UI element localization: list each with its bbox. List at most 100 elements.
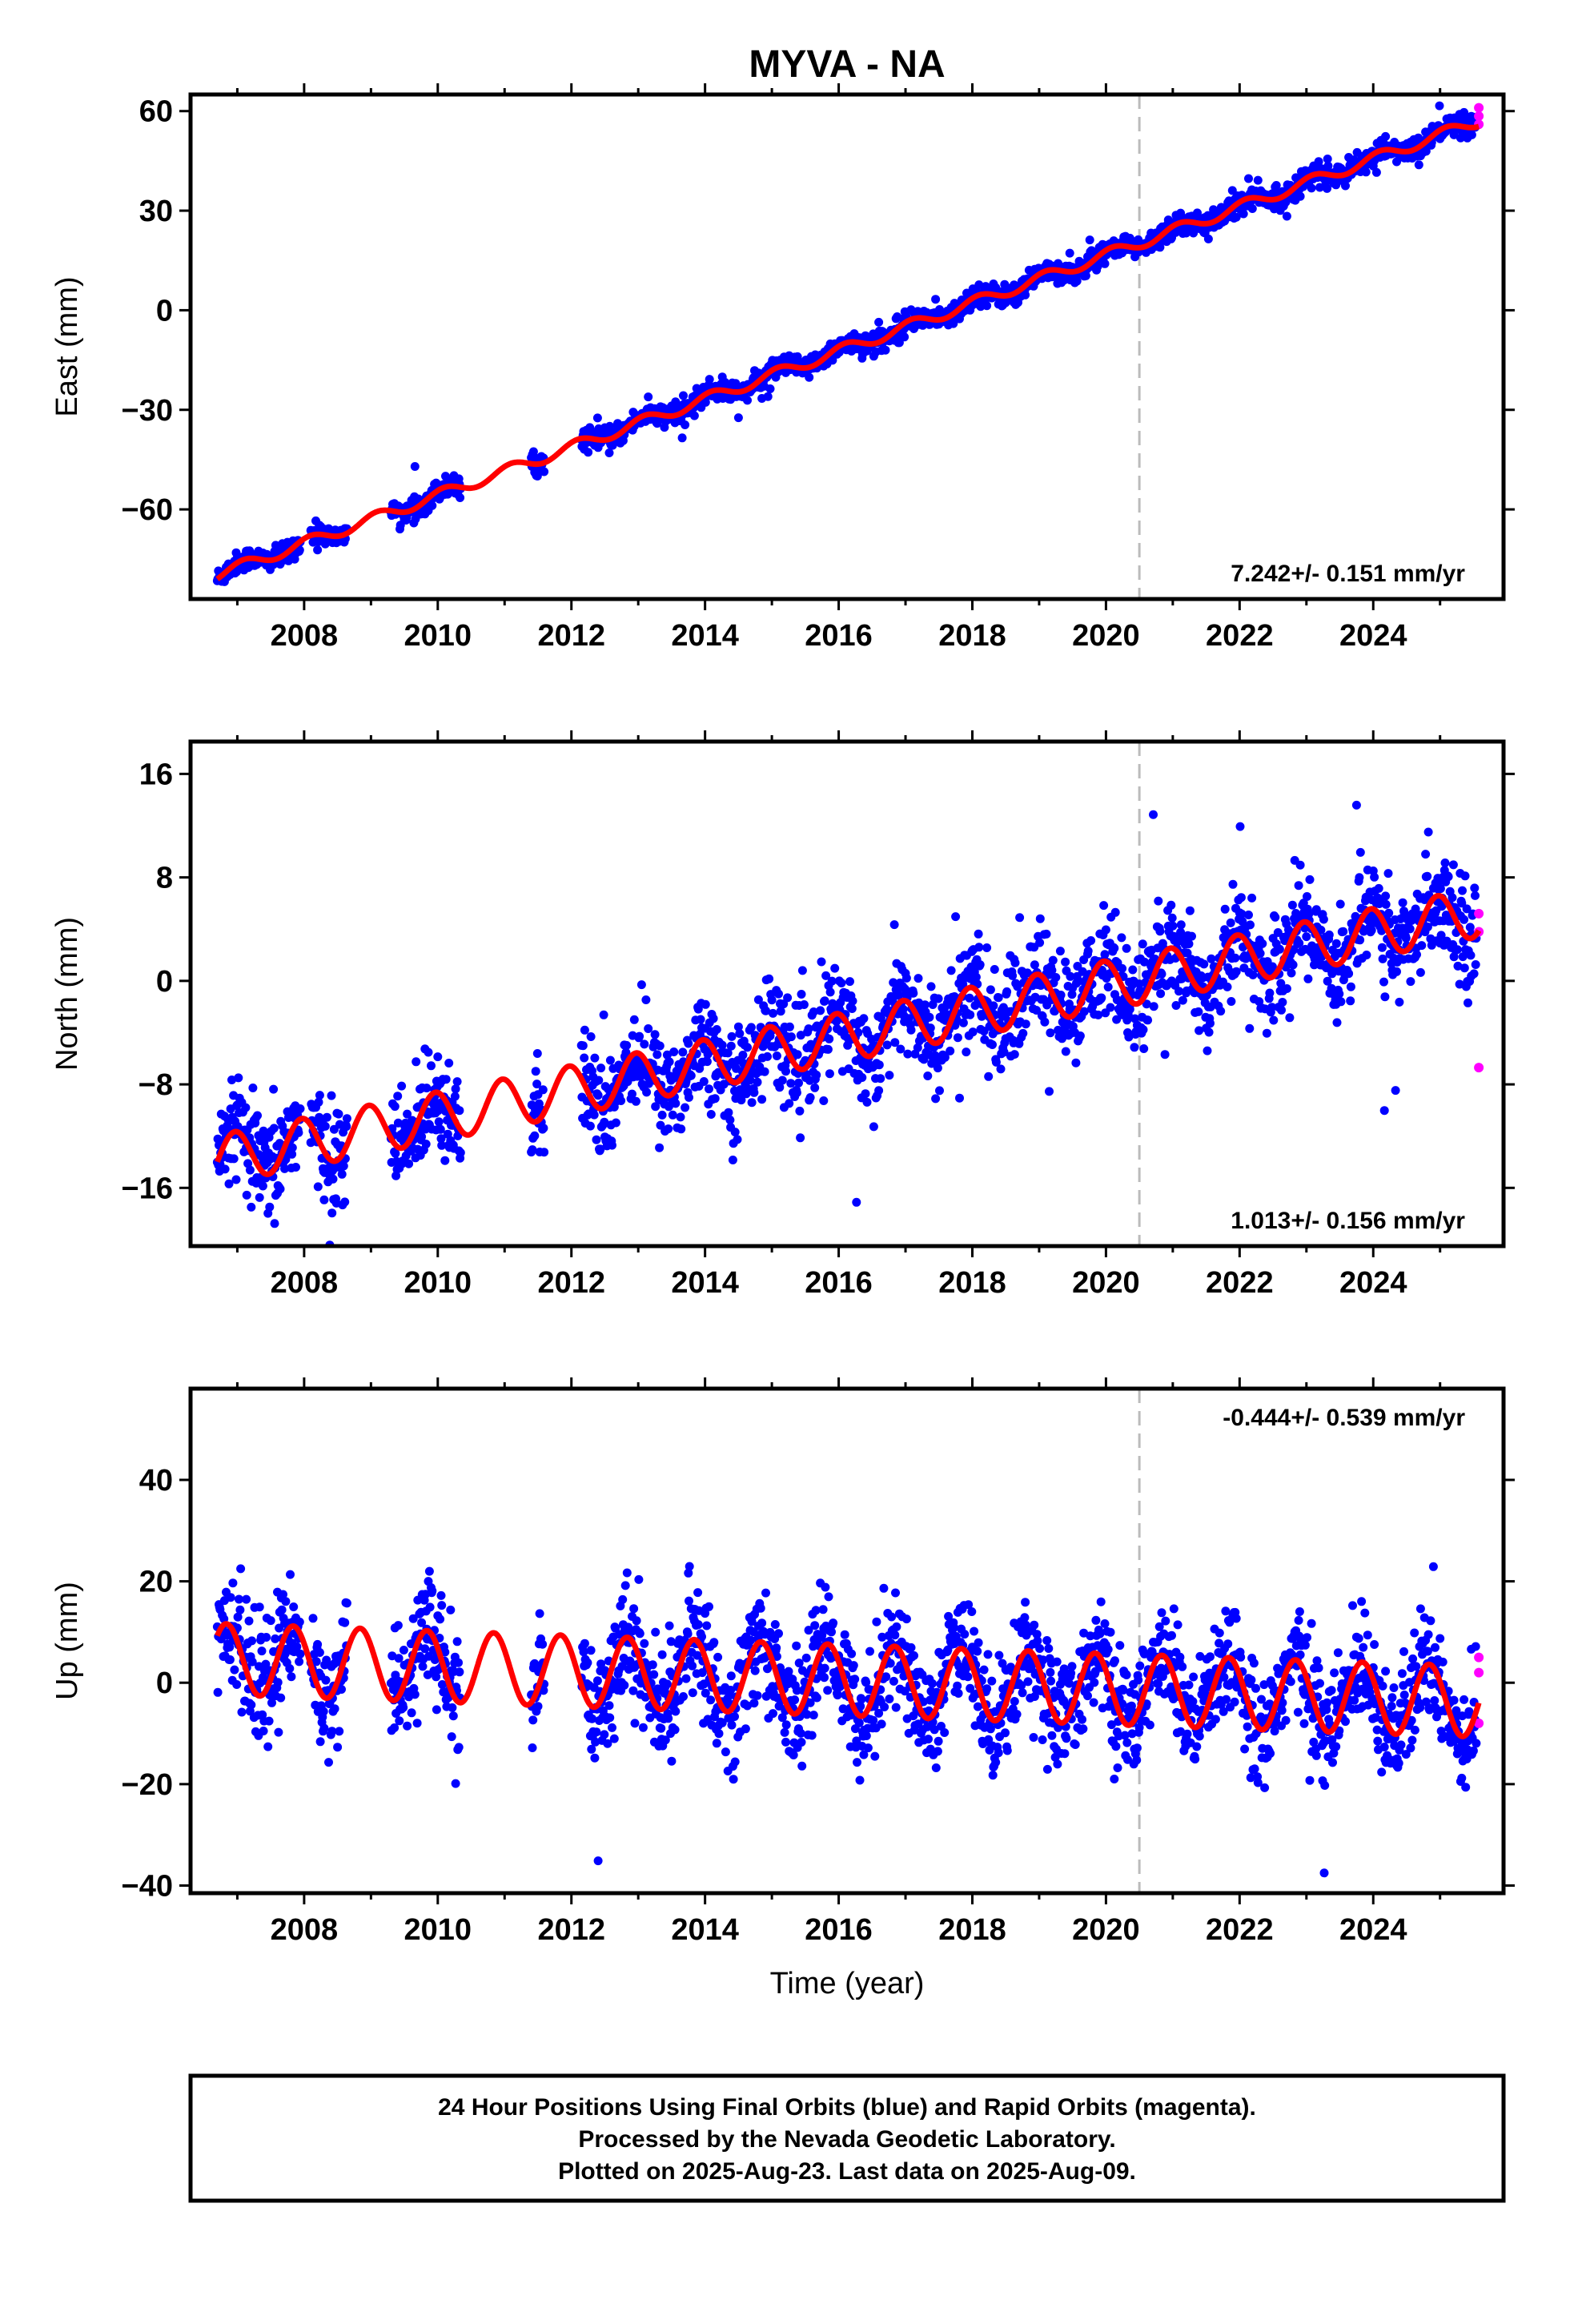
rapid-data-point xyxy=(1474,103,1484,113)
data-point xyxy=(678,1047,688,1057)
x-tick-label: 2014 xyxy=(671,1266,739,1300)
x-tick-label: 2024 xyxy=(1339,619,1407,653)
data-point xyxy=(1167,913,1177,923)
data-point xyxy=(314,1097,323,1107)
data-point xyxy=(1414,160,1423,170)
data-point xyxy=(436,1134,446,1144)
y-tick-label: 0 xyxy=(156,965,173,999)
data-point xyxy=(706,1695,716,1705)
plot-frame xyxy=(188,92,1506,601)
data-point xyxy=(437,1140,447,1150)
data-point xyxy=(1323,161,1333,171)
data-point xyxy=(1471,891,1480,900)
data-point xyxy=(289,1602,299,1611)
data-point xyxy=(1143,1015,1153,1025)
data-point xyxy=(881,345,890,355)
data-point xyxy=(668,1110,677,1120)
data-point xyxy=(934,994,943,1003)
data-point xyxy=(580,1053,589,1063)
data-point xyxy=(825,1069,834,1079)
data-point xyxy=(657,1650,667,1659)
data-point xyxy=(770,1620,780,1629)
data-point xyxy=(709,1014,718,1023)
data-point xyxy=(693,1620,703,1630)
data-point xyxy=(242,1190,251,1200)
x-tick-label: 2010 xyxy=(404,1266,472,1300)
data-point xyxy=(274,1727,283,1737)
data-point xyxy=(1381,891,1391,901)
data-point xyxy=(247,1700,256,1710)
data-point xyxy=(339,1161,348,1171)
data-point xyxy=(724,1108,733,1117)
data-point xyxy=(774,1629,783,1638)
data-point xyxy=(931,295,941,304)
data-point xyxy=(596,1063,606,1073)
data-point xyxy=(1370,872,1379,882)
data-point xyxy=(1155,243,1165,252)
data-point xyxy=(652,1050,662,1059)
data-point xyxy=(395,1716,404,1726)
data-point xyxy=(701,999,710,1009)
data-point xyxy=(696,1015,705,1024)
data-point xyxy=(635,1629,644,1638)
data-point xyxy=(710,1094,720,1104)
data-point xyxy=(608,1140,616,1150)
data-point xyxy=(1118,963,1127,973)
data-point xyxy=(605,1713,615,1723)
data-point xyxy=(1100,259,1110,268)
x-tick-label: 2016 xyxy=(805,619,873,653)
data-point xyxy=(1110,907,1120,917)
data-point xyxy=(1336,997,1346,1007)
data-point xyxy=(320,1121,330,1131)
data-point xyxy=(1323,155,1332,163)
data-point xyxy=(436,1590,446,1600)
data-point xyxy=(726,1041,736,1051)
data-point xyxy=(712,1025,721,1034)
data-point xyxy=(726,1671,736,1681)
data-point xyxy=(774,989,783,999)
data-point xyxy=(671,1707,681,1716)
data-point xyxy=(452,1077,462,1087)
y-tick-label: 8 xyxy=(156,862,173,895)
data-point xyxy=(649,1670,659,1679)
data-point xyxy=(399,1703,408,1712)
data-point xyxy=(669,1047,679,1056)
data-point xyxy=(786,1032,796,1042)
data-point xyxy=(269,1124,279,1133)
data-point xyxy=(1448,860,1458,870)
data-point xyxy=(845,977,854,987)
data-point xyxy=(229,1154,239,1164)
data-point xyxy=(584,448,593,457)
data-point xyxy=(683,1629,693,1638)
data-point xyxy=(644,1024,653,1033)
data-point xyxy=(1262,1028,1271,1038)
data-point xyxy=(399,1646,408,1655)
data-point xyxy=(291,1163,300,1172)
data-point xyxy=(611,1118,620,1128)
data-point xyxy=(958,1018,968,1027)
data-point xyxy=(1460,871,1470,881)
data-point xyxy=(848,996,857,1006)
data-point xyxy=(805,1093,815,1102)
data-point xyxy=(706,1110,716,1119)
data-point xyxy=(781,1737,790,1747)
data-point xyxy=(1048,955,1058,965)
data-point xyxy=(721,1747,730,1757)
data-point xyxy=(248,1084,258,1092)
data-point xyxy=(593,1856,603,1866)
data-point xyxy=(334,1109,343,1119)
data-point xyxy=(592,1135,601,1144)
data-point xyxy=(1443,872,1453,882)
data-point xyxy=(727,1720,737,1730)
y-tick-label: −60 xyxy=(122,493,173,527)
data-point xyxy=(807,1731,817,1740)
data-point xyxy=(966,1010,975,1019)
data-point xyxy=(1008,971,1018,980)
data-point xyxy=(451,1779,460,1788)
data-point xyxy=(539,1124,548,1133)
data-point xyxy=(785,1022,794,1031)
data-point xyxy=(667,1756,677,1766)
data-point xyxy=(664,1124,673,1134)
data-point xyxy=(650,1030,660,1039)
data-point xyxy=(1018,1028,1028,1038)
